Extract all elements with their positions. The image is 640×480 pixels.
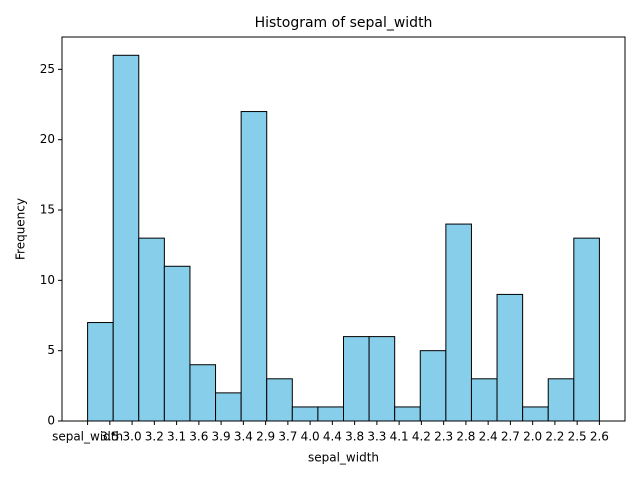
y-tick-label: 25 bbox=[40, 62, 55, 76]
bar bbox=[343, 336, 370, 422]
x-tick-label: 4.4 bbox=[323, 430, 342, 444]
x-tick-label: 2.2 bbox=[545, 430, 564, 444]
y-tick-label: 5 bbox=[47, 343, 55, 357]
x-tick-label: 3.5 bbox=[100, 430, 119, 444]
x-tick-label: 2.0 bbox=[523, 430, 542, 444]
bar bbox=[163, 265, 191, 422]
plot-frame bbox=[61, 36, 626, 422]
x-tick-label: 3.6 bbox=[189, 430, 208, 444]
x-tick-label: 2.5 bbox=[568, 430, 587, 444]
bar bbox=[215, 392, 242, 422]
bar bbox=[138, 237, 165, 422]
x-tick-label: 4.0 bbox=[301, 430, 320, 444]
bar bbox=[112, 54, 140, 422]
bar bbox=[496, 293, 524, 422]
x-axis-label: sepal_width bbox=[308, 451, 379, 465]
x-tick-label: sepal_width bbox=[52, 430, 123, 444]
bar bbox=[291, 406, 319, 422]
x-tick-label: 2.9 bbox=[256, 430, 275, 444]
bar bbox=[266, 378, 293, 422]
x-tick-label: 4.2 bbox=[412, 430, 431, 444]
x-tick-label: 3.9 bbox=[212, 430, 231, 444]
bar bbox=[368, 336, 396, 422]
x-tick-label: 2.8 bbox=[456, 430, 475, 444]
y-tick-label: 0 bbox=[47, 414, 55, 428]
x-tick-label: 2.3 bbox=[434, 430, 453, 444]
bar bbox=[522, 406, 549, 422]
bar bbox=[189, 364, 217, 422]
bar bbox=[87, 322, 114, 422]
x-tick-label: 2.4 bbox=[479, 430, 498, 444]
bar bbox=[394, 406, 421, 422]
y-tick-label: 10 bbox=[40, 273, 55, 287]
bar bbox=[470, 378, 498, 422]
bar bbox=[445, 223, 472, 422]
bar bbox=[240, 111, 268, 422]
x-tick-label: 3.0 bbox=[123, 430, 142, 444]
y-tick-label: 15 bbox=[40, 203, 55, 217]
x-tick-label: 3.2 bbox=[145, 430, 164, 444]
x-tick-label: 3.3 bbox=[367, 430, 386, 444]
x-tick-label: 3.1 bbox=[167, 430, 186, 444]
x-tick-label: 2.7 bbox=[501, 430, 520, 444]
x-tick-label: 3.4 bbox=[234, 430, 253, 444]
bar bbox=[547, 378, 575, 422]
y-tick-label: 20 bbox=[40, 132, 55, 146]
x-tick-label: 3.8 bbox=[345, 430, 364, 444]
bar bbox=[573, 237, 600, 422]
bar bbox=[317, 406, 344, 422]
x-tick-label: 2.6 bbox=[590, 430, 609, 444]
x-tick-label: 4.1 bbox=[390, 430, 409, 444]
x-tick-label: 3.7 bbox=[278, 430, 297, 444]
y-axis-label: Frequency bbox=[14, 198, 28, 260]
chart-title: Histogram of sepal_width bbox=[255, 15, 433, 31]
bar bbox=[419, 350, 447, 422]
